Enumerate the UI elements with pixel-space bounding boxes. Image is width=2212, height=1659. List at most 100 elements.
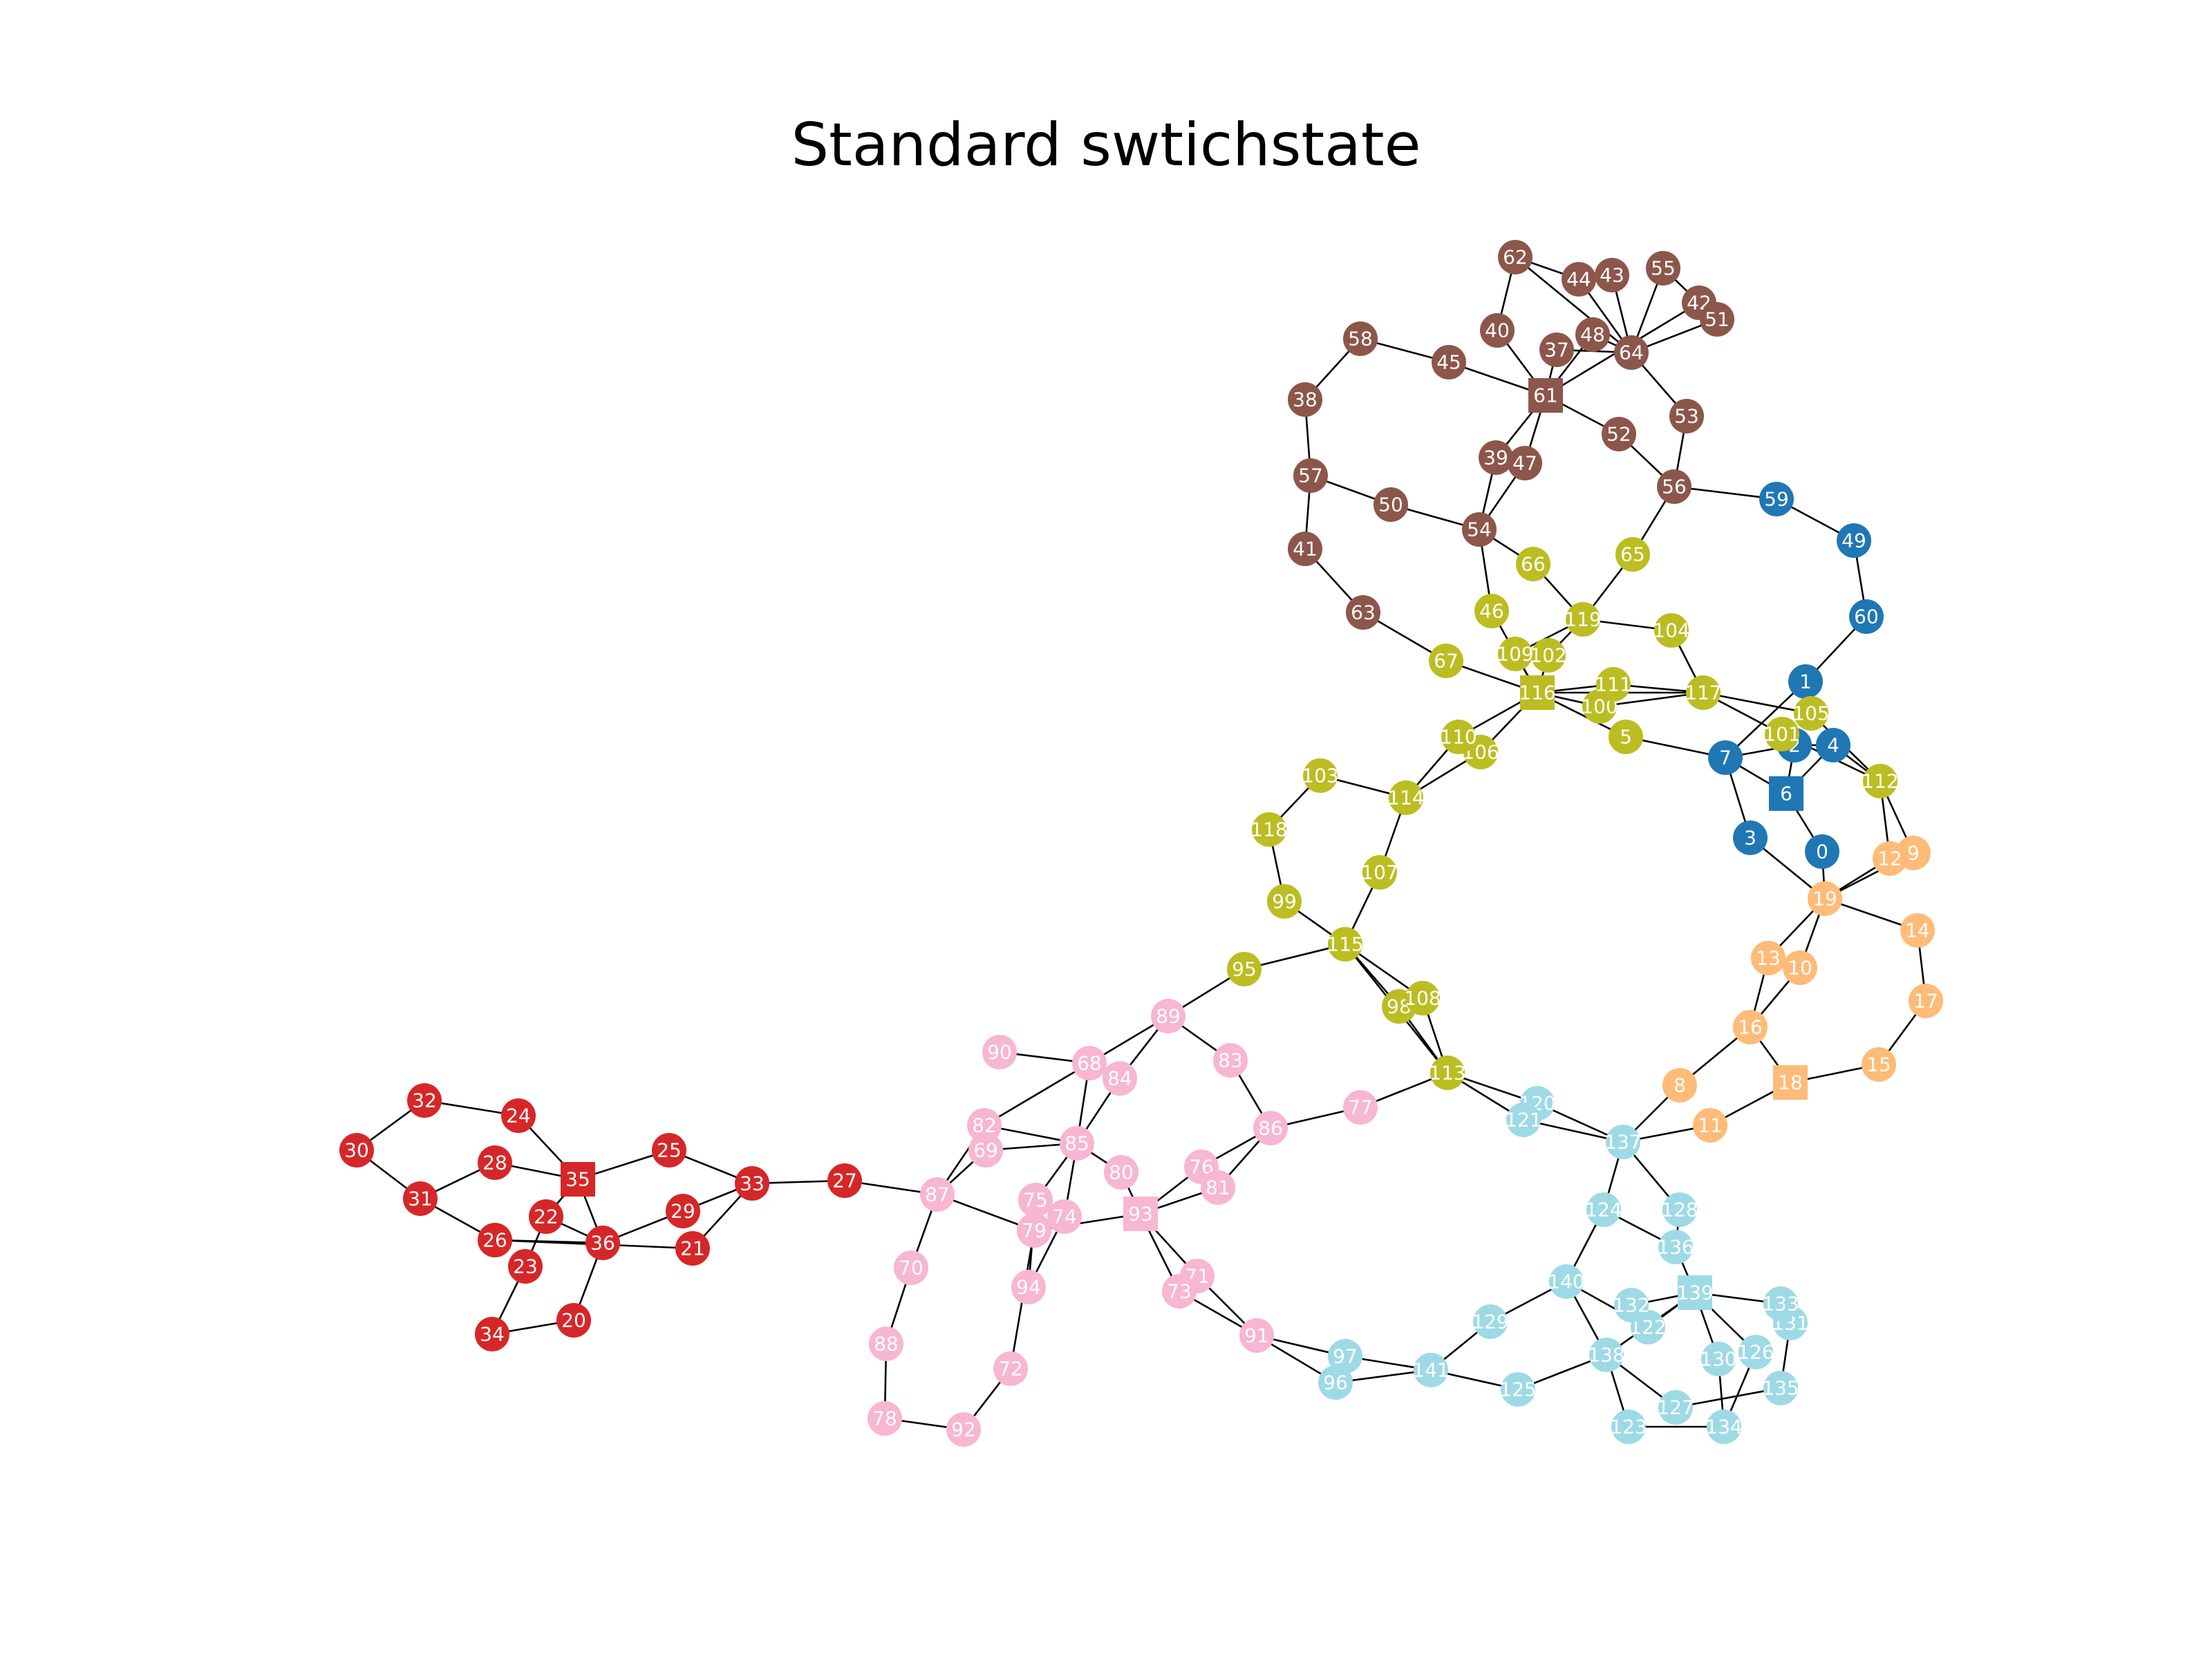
node-36: 36 [585, 1226, 620, 1260]
node-46: 46 [1474, 594, 1509, 628]
node-circle-marker [1783, 950, 1817, 985]
node-label: 29 [671, 1200, 695, 1223]
node-label: 70 [899, 1257, 924, 1280]
node-circle-marker [585, 1226, 620, 1260]
node-103: 103 [1302, 758, 1339, 793]
node-label: 77 [1348, 1096, 1373, 1119]
node-label: 3 [1744, 827, 1756, 850]
node-6: 6 [1769, 776, 1803, 811]
node-64: 64 [1614, 335, 1649, 370]
node-square-marker [1520, 675, 1555, 710]
node-label: 123 [1610, 1416, 1647, 1438]
node-label: 80 [1109, 1161, 1134, 1184]
node-label: 91 [1244, 1324, 1269, 1347]
node-69: 69 [968, 1133, 1003, 1168]
node-circle-marker [1462, 512, 1497, 547]
node-label: 38 [1293, 388, 1318, 411]
node-circle-marker [1614, 335, 1649, 370]
node-circle-marker [1606, 1125, 1640, 1159]
node-19: 19 [1808, 881, 1842, 916]
node-label: 8 [1674, 1074, 1686, 1097]
node-circle-marker [1430, 1056, 1465, 1090]
node-35: 35 [561, 1162, 595, 1197]
node-68: 68 [1072, 1046, 1107, 1080]
node-60: 60 [1849, 599, 1884, 634]
edge-95-115 [1244, 943, 1346, 971]
node-circle-marker [1414, 1353, 1448, 1387]
node-circle-marker [1539, 332, 1574, 367]
node-138: 138 [1588, 1338, 1625, 1372]
node-33: 33 [735, 1166, 769, 1201]
node-circle-marker [1017, 1213, 1051, 1248]
node-circle-marker [1763, 1371, 1798, 1405]
node-circle-marker [1733, 821, 1768, 855]
node-41: 41 [1288, 532, 1322, 566]
node-115: 115 [1327, 927, 1364, 962]
node-12: 12 [1873, 841, 1907, 876]
node-label: 46 [1479, 600, 1504, 623]
node-label: 94 [1016, 1276, 1041, 1299]
node-square-marker [1773, 1065, 1808, 1100]
node-circle-marker [1343, 321, 1378, 356]
node-circle-marker [1611, 1409, 1646, 1444]
node-116: 116 [1519, 675, 1556, 710]
node-label: 124 [1585, 1199, 1622, 1221]
node-circle-marker [666, 1194, 700, 1228]
node-label: 62 [1503, 246, 1528, 269]
node-101: 101 [1763, 717, 1801, 751]
node-56: 56 [1657, 469, 1691, 504]
node-label: 81 [1206, 1177, 1230, 1199]
node-label: 87 [925, 1183, 950, 1206]
node-104: 104 [1653, 613, 1690, 648]
edge-100-117 [1599, 691, 1704, 708]
node-circle-marker [1863, 764, 1897, 798]
node-circle-marker [1328, 927, 1362, 962]
node-label: 136 [1657, 1236, 1694, 1259]
node-96: 96 [1318, 1365, 1353, 1400]
node-114: 114 [1387, 780, 1425, 815]
node-layer: 0123467495960373839404142434445474850515… [339, 240, 1943, 1447]
node-square-marker [561, 1162, 595, 1197]
node-circle-marker [1805, 834, 1839, 869]
node-circle-marker [1429, 644, 1463, 678]
node-circle-marker [1708, 740, 1743, 775]
node-circle-marker [1669, 399, 1704, 433]
node-label: 51 [1705, 308, 1730, 331]
node-55: 55 [1646, 251, 1680, 285]
node-label: 59 [1764, 488, 1789, 511]
node-139: 139 [1676, 1275, 1714, 1310]
node-label: 118 [1250, 818, 1287, 841]
node-label: 35 [565, 1168, 590, 1191]
node-label: 0 [1816, 841, 1828, 863]
node-label: 21 [680, 1237, 705, 1260]
node-label: 7 [1719, 747, 1732, 769]
node-109: 109 [1497, 637, 1534, 671]
edge-68-82 [984, 1062, 1090, 1127]
node-label: 15 [1866, 1053, 1891, 1076]
node-label: 72 [998, 1358, 1023, 1380]
node-circle-marker [1602, 417, 1636, 451]
edge-7-1 [1725, 681, 1806, 758]
node-circle-marker [1700, 302, 1734, 337]
node-circle-marker [1759, 482, 1794, 516]
node-square-marker [1123, 1197, 1158, 1231]
node-label: 113 [1429, 1062, 1465, 1085]
edge-127-135 [1675, 1387, 1781, 1409]
node-circle-marker [407, 1083, 442, 1118]
node-circle-marker [967, 1108, 1002, 1143]
node-circle-marker [1658, 1390, 1693, 1425]
node-43: 43 [1595, 258, 1629, 292]
node-32: 32 [407, 1083, 442, 1118]
node-label: 95 [1232, 958, 1257, 981]
node-label: 54 [1467, 518, 1492, 541]
node-111: 111 [1595, 667, 1632, 702]
node-49: 49 [1837, 523, 1871, 558]
node-circle-marker [1303, 758, 1338, 793]
node-31: 31 [403, 1181, 438, 1216]
node-circle-marker [1654, 613, 1689, 648]
node-label: 27 [832, 1170, 857, 1192]
node-123: 123 [1610, 1409, 1647, 1444]
node-label: 22 [534, 1206, 559, 1228]
node-circle-marker [1288, 382, 1322, 417]
node-label: 116 [1519, 682, 1555, 704]
